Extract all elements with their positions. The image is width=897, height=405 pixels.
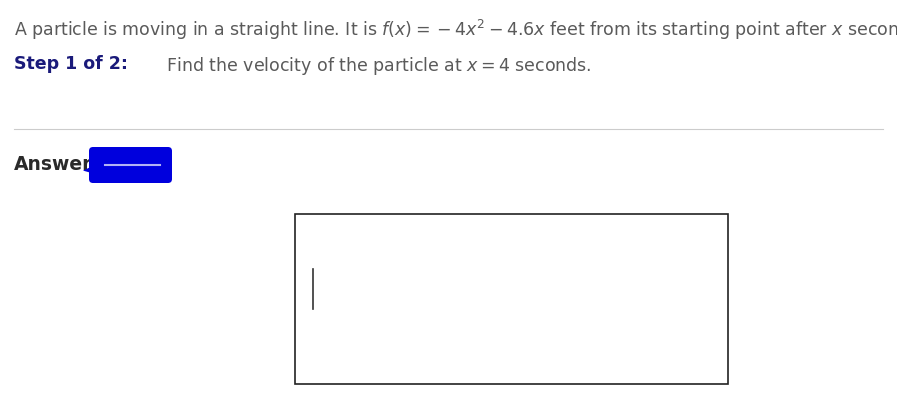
- Text: Step 1 of 2:: Step 1 of 2:: [14, 55, 128, 73]
- Text: Find the velocity of the particle at $x = 4$ seconds.: Find the velocity of the particle at $x …: [161, 55, 592, 77]
- Text: Answer: Answer: [14, 155, 92, 174]
- Polygon shape: [83, 166, 98, 175]
- Text: A particle is moving in a straight line. It is $f(x) = -4x^2 - 4.6x$ feet from i: A particle is moving in a straight line.…: [14, 18, 897, 42]
- Bar: [295, 215, 728, 384]
- FancyBboxPatch shape: [89, 148, 172, 183]
